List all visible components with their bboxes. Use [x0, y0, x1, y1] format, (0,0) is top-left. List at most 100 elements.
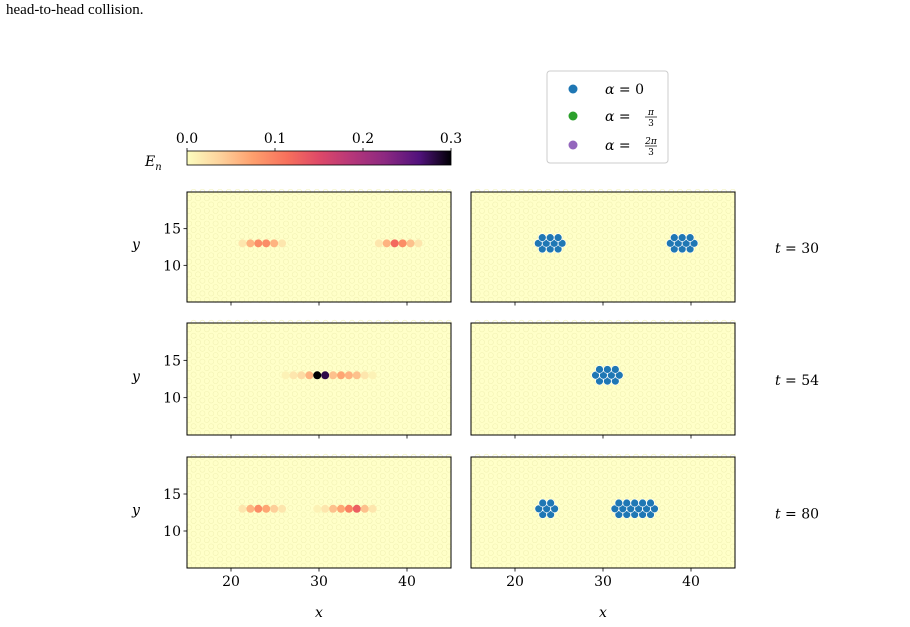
energy-point	[262, 239, 271, 248]
lattice-site	[685, 466, 692, 473]
lattice-site	[602, 220, 609, 227]
lattice-site	[371, 195, 377, 202]
lattice-site	[721, 371, 727, 378]
lattice-site	[663, 416, 670, 423]
lattice-site	[243, 518, 250, 524]
lattice-site	[278, 518, 285, 524]
lattice-site	[549, 391, 556, 397]
lattice-site	[523, 207, 529, 214]
lattice-site	[536, 466, 543, 473]
lattice-site	[659, 227, 666, 233]
lattice-site	[501, 543, 507, 550]
lattice-site	[567, 233, 573, 240]
lattice-site	[567, 473, 573, 479]
lattice-site	[589, 214, 595, 221]
lattice-site	[388, 271, 395, 278]
lattice-site	[597, 332, 604, 339]
lattice-site	[371, 258, 377, 265]
lattice-site	[379, 207, 386, 214]
lattice-site	[496, 220, 503, 227]
lattice-site	[379, 524, 386, 531]
lattice-site	[388, 524, 395, 531]
lattice-site	[379, 511, 386, 518]
lattice-site	[269, 252, 276, 259]
lattice-site	[567, 498, 573, 505]
lattice-site	[340, 227, 347, 233]
lattice-site	[291, 403, 298, 410]
lattice-site	[474, 214, 481, 221]
lattice-site	[415, 258, 421, 265]
x-tick-label: 40	[398, 574, 416, 590]
lattice-site	[611, 326, 617, 333]
lattice-site	[287, 201, 294, 208]
lattice-site	[483, 466, 490, 473]
lattice-site	[261, 397, 267, 404]
lattice-site	[384, 332, 391, 339]
lattice-site	[278, 384, 285, 391]
lattice-site	[571, 265, 578, 271]
lattice-site	[514, 339, 521, 346]
lattice-site	[505, 403, 512, 410]
lattice-site	[646, 326, 653, 333]
lattice-site	[287, 530, 294, 537]
lattice-site	[327, 537, 333, 544]
lattice-site	[663, 195, 670, 202]
lattice-site	[505, 233, 512, 240]
lattice-site	[318, 524, 325, 531]
lattice-site	[527, 371, 534, 378]
lattice-site	[628, 258, 635, 265]
lattice-site	[527, 265, 534, 271]
y-axis-label: y	[131, 237, 141, 253]
lattice-site	[269, 201, 276, 208]
lattice-site	[208, 345, 215, 352]
lattice-site	[318, 233, 325, 240]
lattice-site	[309, 391, 316, 397]
lattice-site	[558, 460, 565, 467]
lattice-site	[593, 246, 600, 252]
lattice-site	[305, 252, 311, 259]
lattice-site	[212, 485, 219, 492]
lattice-site	[672, 473, 679, 479]
lattice-site	[261, 384, 267, 391]
lattice-site	[545, 410, 551, 417]
lattice-site	[203, 473, 210, 479]
lattice-site	[366, 423, 373, 430]
lattice-site	[208, 492, 215, 499]
lattice-site	[243, 332, 250, 339]
lattice-site	[274, 365, 281, 371]
lattice-site	[212, 498, 219, 505]
lattice-site	[483, 556, 490, 563]
lattice-site	[725, 284, 732, 290]
lattice-site	[261, 423, 267, 430]
lattice-site	[707, 352, 714, 359]
lattice-site	[221, 403, 228, 410]
lattice-site	[397, 207, 404, 214]
lattice-site	[441, 473, 448, 479]
lattice-site	[300, 271, 307, 278]
lattice-site	[247, 485, 254, 492]
colorbar-tick-label: 0.0	[176, 131, 198, 147]
lattice-site	[318, 511, 325, 518]
lattice-site	[432, 352, 439, 359]
lattice-site	[584, 498, 591, 505]
lattice-site	[274, 233, 281, 240]
lattice-site	[584, 550, 591, 556]
lattice-site	[633, 277, 639, 284]
lattice-site	[615, 543, 622, 550]
lattice-site	[540, 403, 547, 410]
lattice-site	[536, 492, 543, 499]
lattice-site	[423, 220, 430, 227]
lattice-site	[611, 246, 617, 252]
lattice-site	[571, 556, 578, 563]
lattice-site	[406, 537, 413, 544]
lattice-site	[707, 326, 714, 333]
lattice-site	[712, 518, 719, 524]
lattice-site	[423, 326, 430, 333]
lattice-site	[322, 214, 329, 221]
lattice-site	[432, 195, 439, 202]
lattice-site	[265, 195, 272, 202]
lattice-site	[239, 403, 245, 410]
lattice-site	[492, 252, 499, 259]
lattice-site	[362, 352, 369, 359]
legend-marker	[568, 84, 578, 94]
